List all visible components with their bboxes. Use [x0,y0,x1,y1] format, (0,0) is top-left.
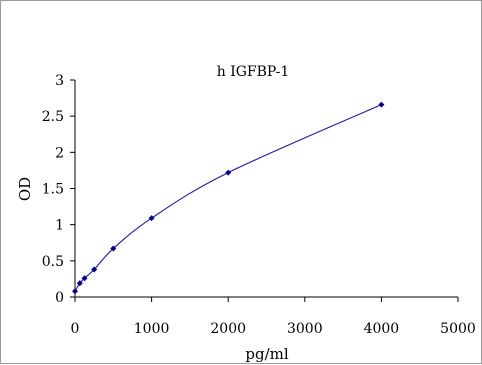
x-tick-label: 0 [71,321,80,337]
x-axis-title: pg/ml [245,345,288,363]
y-tick-label: 1 [55,218,64,234]
data-point-marker [225,169,232,176]
x-tick-label: 4000 [364,321,400,337]
data-point-marker [91,266,98,273]
y-tick-label: 3 [55,73,64,89]
data-point-marker [378,101,385,108]
y-tick-label: 2.5 [42,109,64,125]
x-tick-label: 5000 [440,321,476,337]
y-tick-label: 0 [55,290,64,306]
x-tick-label: 2000 [210,321,246,337]
x-tick-label: 1000 [134,321,170,337]
data-point-marker [72,288,78,295]
y-tick-label: 2 [55,145,64,161]
data-point-marker [110,245,117,252]
data-point-marker [148,215,155,222]
chart-title: h IGFBP-1 [217,64,289,80]
series-line [74,104,382,292]
y-tick-label: 0.5 [42,254,64,270]
y-tick-label: 1.5 [42,182,64,198]
plot-area: 0 0.5 1 1.5 2 2.5 3 0 1000 2000 3000 4000 5000 [42,73,476,337]
data-point-marker [76,280,83,287]
x-tick-label: 3000 [287,321,323,337]
y-axis-title: OD [16,177,34,201]
data-point-marker [81,275,88,282]
